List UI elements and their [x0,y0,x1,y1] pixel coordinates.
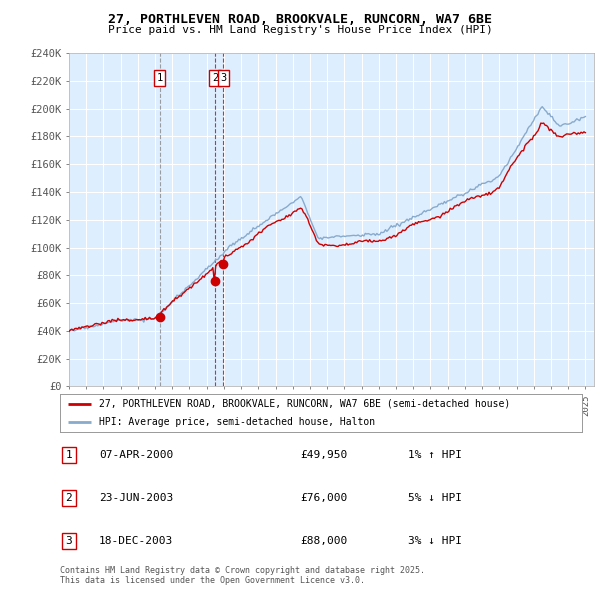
Text: 3: 3 [65,536,73,546]
Text: Contains HM Land Registry data © Crown copyright and database right 2025.
This d: Contains HM Land Registry data © Crown c… [60,566,425,585]
Text: 2: 2 [65,493,73,503]
Text: 23-JUN-2003: 23-JUN-2003 [99,493,173,503]
Text: £76,000: £76,000 [300,493,347,503]
Text: 1: 1 [157,73,163,83]
Text: 1% ↑ HPI: 1% ↑ HPI [408,450,462,460]
Text: 27, PORTHLEVEN ROAD, BROOKVALE, RUNCORN, WA7 6BE (semi-detached house): 27, PORTHLEVEN ROAD, BROOKVALE, RUNCORN,… [99,399,511,409]
Text: 27, PORTHLEVEN ROAD, BROOKVALE, RUNCORN, WA7 6BE: 27, PORTHLEVEN ROAD, BROOKVALE, RUNCORN,… [108,13,492,26]
Text: 07-APR-2000: 07-APR-2000 [99,450,173,460]
Text: £49,950: £49,950 [300,450,347,460]
Text: 3: 3 [220,73,226,83]
Text: HPI: Average price, semi-detached house, Halton: HPI: Average price, semi-detached house,… [99,417,375,427]
Text: 2: 2 [212,73,218,83]
Text: 5% ↓ HPI: 5% ↓ HPI [408,493,462,503]
Text: 1: 1 [65,450,73,460]
Text: 18-DEC-2003: 18-DEC-2003 [99,536,173,546]
Text: £88,000: £88,000 [300,536,347,546]
Text: Price paid vs. HM Land Registry's House Price Index (HPI): Price paid vs. HM Land Registry's House … [107,25,493,35]
Text: 3% ↓ HPI: 3% ↓ HPI [408,536,462,546]
